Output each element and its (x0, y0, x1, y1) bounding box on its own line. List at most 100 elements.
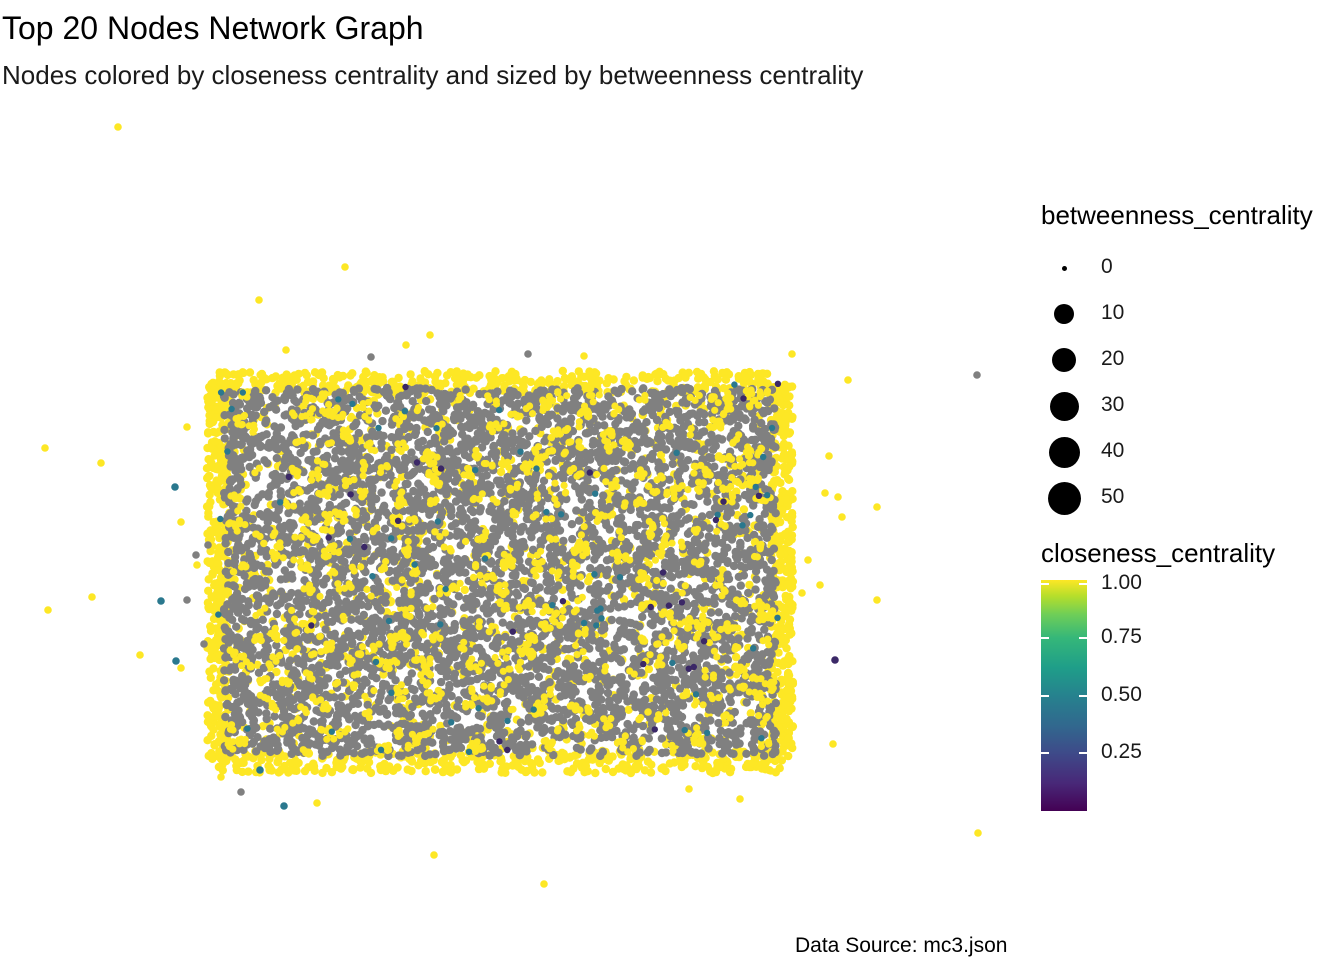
network-node (736, 542, 745, 551)
network-node (785, 678, 794, 687)
network-node (785, 561, 794, 570)
network-node (423, 427, 432, 437)
network-node (216, 730, 225, 739)
network-node (238, 717, 247, 727)
network-node (292, 766, 301, 775)
network-node (570, 751, 579, 760)
network-node (759, 751, 769, 760)
network-node (760, 625, 769, 634)
network-node (217, 476, 226, 485)
network-node (335, 670, 345, 679)
network-node (721, 375, 731, 384)
network-node (784, 429, 794, 438)
network-node (204, 586, 213, 595)
network-node (787, 517, 796, 526)
network-node (270, 712, 279, 721)
network-node (656, 369, 665, 379)
network-node (309, 447, 318, 457)
network-node (706, 377, 715, 387)
network-node (639, 384, 648, 393)
chart-title: Top 20 Nodes Network Graph (2, 10, 424, 46)
network-node (781, 494, 790, 504)
network-node (567, 520, 577, 529)
network-node (377, 488, 386, 497)
network-node (272, 454, 281, 463)
network-node (736, 581, 745, 590)
network-node (207, 640, 216, 649)
network-node (538, 378, 547, 388)
network-node (207, 749, 216, 758)
network-node (215, 368, 224, 377)
network-node (782, 686, 791, 695)
network-node (643, 757, 653, 766)
network-node (787, 535, 796, 544)
network-node (460, 585, 469, 595)
network-node (394, 373, 403, 383)
network-node (206, 546, 215, 556)
network-node (787, 509, 797, 518)
network-node (262, 416, 271, 425)
network-node (496, 467, 506, 477)
network-node (626, 768, 636, 778)
network-node (758, 759, 768, 768)
network-node (744, 588, 753, 598)
network-node (204, 603, 213, 612)
network-node (784, 654, 793, 663)
network-node (210, 437, 220, 446)
network-node (788, 412, 797, 422)
network-node (785, 592, 794, 602)
network-node (277, 765, 286, 774)
network-node (327, 768, 337, 777)
network-node (638, 612, 647, 622)
network-node (775, 764, 784, 773)
network-node (782, 714, 791, 724)
network-node (302, 596, 311, 605)
network-node (785, 693, 794, 702)
network-node (300, 766, 310, 776)
network-node (446, 760, 455, 770)
network-node (787, 450, 797, 459)
network-node (208, 378, 218, 387)
network-node (460, 371, 469, 380)
network-node (445, 680, 454, 690)
network-node (329, 377, 338, 386)
network-node (203, 428, 213, 437)
network-node (559, 536, 568, 546)
network-node (385, 762, 394, 771)
network-node (205, 667, 214, 676)
network-node (203, 473, 212, 483)
network-node (584, 577, 593, 586)
network-node (454, 592, 463, 601)
network-node (784, 733, 793, 743)
network-node (321, 468, 331, 477)
network-node (378, 416, 387, 426)
network-plot (41, 123, 982, 888)
network-node (611, 494, 620, 504)
network-node (770, 476, 779, 486)
network-node (780, 450, 789, 459)
network-node (282, 370, 291, 379)
network-node (403, 765, 412, 774)
network-node (602, 379, 611, 388)
network-node (629, 376, 638, 385)
network-node (206, 483, 216, 492)
network-node (446, 368, 455, 377)
network-node (762, 369, 772, 378)
network-node (653, 377, 662, 386)
network-node (587, 744, 596, 753)
network-node (591, 768, 600, 778)
network-node (348, 369, 357, 378)
network-node (280, 752, 289, 761)
network-node (780, 530, 790, 539)
network-node (715, 762, 724, 771)
network-node (421, 767, 430, 776)
network-node (361, 511, 371, 521)
network-node (420, 367, 429, 376)
network-node (245, 368, 255, 377)
network-node (497, 756, 506, 765)
network-node (244, 767, 253, 776)
network-node (787, 606, 796, 615)
network-node (777, 602, 786, 612)
network-node (239, 756, 248, 766)
network-node (230, 582, 239, 591)
